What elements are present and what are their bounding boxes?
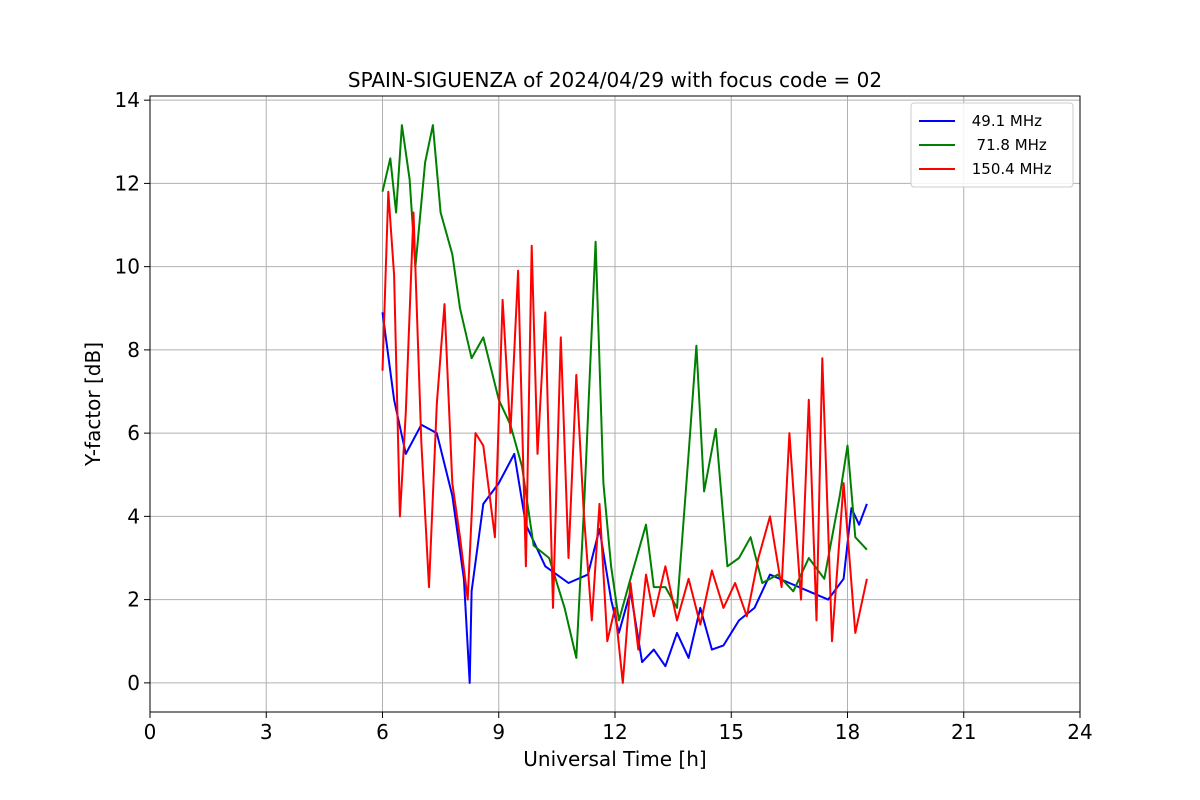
series-line-1 — [381, 124, 868, 659]
x-tick-label: 15 — [719, 720, 744, 744]
x-tick-label: 24 — [1067, 720, 1092, 744]
x-tick-label: 3 — [260, 720, 273, 744]
legend-label: 71.8 MHz — [967, 136, 1047, 154]
y-tick-label: 12 — [115, 171, 140, 195]
x-tick-label: 12 — [602, 720, 627, 744]
legend-label: 150.4 MHz — [967, 160, 1052, 178]
y-tick-label: 0 — [127, 671, 140, 695]
legend: 49.1 MHz 71.8 MHz 150.4 MHz — [910, 102, 1074, 188]
x-tick-label: 18 — [835, 720, 860, 744]
y-tick-label: 10 — [115, 255, 140, 279]
series-line-2 — [381, 190, 868, 684]
y-tick-label: 8 — [127, 338, 140, 362]
legend-label: 49.1 MHz — [967, 112, 1042, 130]
legend-box — [910, 102, 1074, 188]
x-tick-label: 6 — [376, 720, 389, 744]
y-tick-label: 2 — [127, 588, 140, 612]
chart-title: SPAIN-SIGUENZA of 2024/04/29 with focus … — [348, 68, 882, 92]
x-tick-label: 9 — [492, 720, 505, 744]
series-line-0 — [381, 312, 868, 684]
series-layer — [381, 124, 868, 684]
x-tick-label: 21 — [951, 720, 976, 744]
y-tick-label: 4 — [127, 504, 140, 528]
x-axis-label: Universal Time [h] — [523, 747, 706, 771]
x-tick-label: 0 — [144, 720, 157, 744]
y-tick-label: 6 — [127, 421, 140, 445]
grid — [149, 96, 1081, 712]
y-axis-label: Y-factor [dB] — [81, 342, 105, 467]
y-tick-label: 14 — [115, 88, 140, 112]
